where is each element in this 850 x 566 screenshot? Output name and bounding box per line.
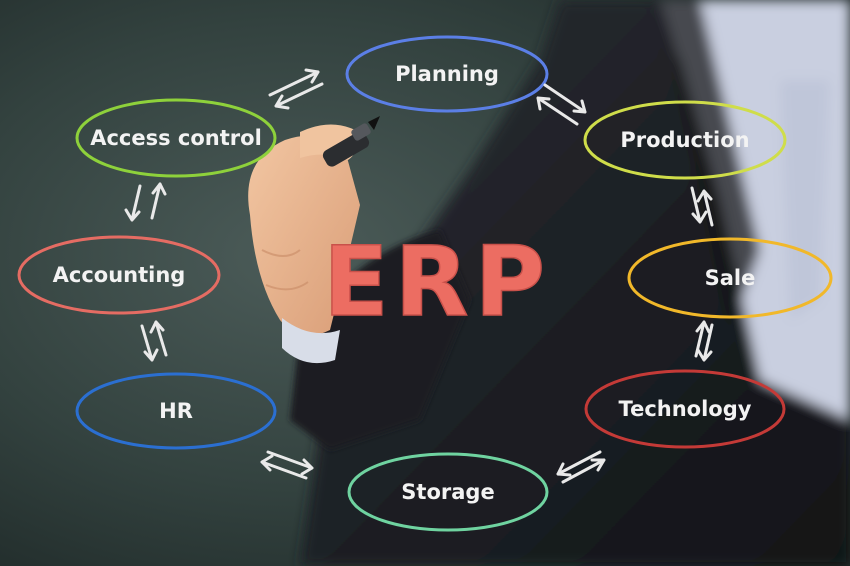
node-label: Production [620, 128, 749, 152]
node-label: HR [159, 399, 193, 423]
arrow-access-planning [268, 68, 324, 110]
arrow-accounting-access [124, 182, 167, 222]
node-label: Sale [705, 266, 756, 290]
node-label: Planning [395, 62, 499, 86]
arrow-sale-technology [694, 320, 714, 362]
arrow-planning-production [536, 83, 587, 126]
node-hr: HR [75, 372, 277, 450]
sleeve [290, 230, 470, 450]
arrow-hr-accounting [140, 320, 168, 362]
node-sale: Sale [627, 237, 833, 319]
hand-holding-marker [248, 124, 360, 364]
arrow-production-sale [690, 186, 714, 227]
node-planning: Planning [345, 35, 549, 113]
node-label: Storage [401, 480, 494, 504]
node-label: Access control [90, 126, 262, 150]
node-label: Accounting [53, 263, 186, 287]
node-accounting: Accounting [17, 235, 221, 315]
arrow-storage-hr [260, 450, 314, 480]
arrow-technology-storage [556, 450, 606, 484]
node-access-control: Access control [75, 98, 277, 178]
marker-pen [322, 116, 380, 167]
erp-title: ERP [323, 226, 551, 338]
businessman-figure [300, 0, 850, 566]
node-storage: Storage [347, 452, 549, 532]
node-label: Technology [619, 397, 752, 421]
node-technology: Technology [584, 369, 786, 449]
node-production: Production [583, 100, 787, 180]
